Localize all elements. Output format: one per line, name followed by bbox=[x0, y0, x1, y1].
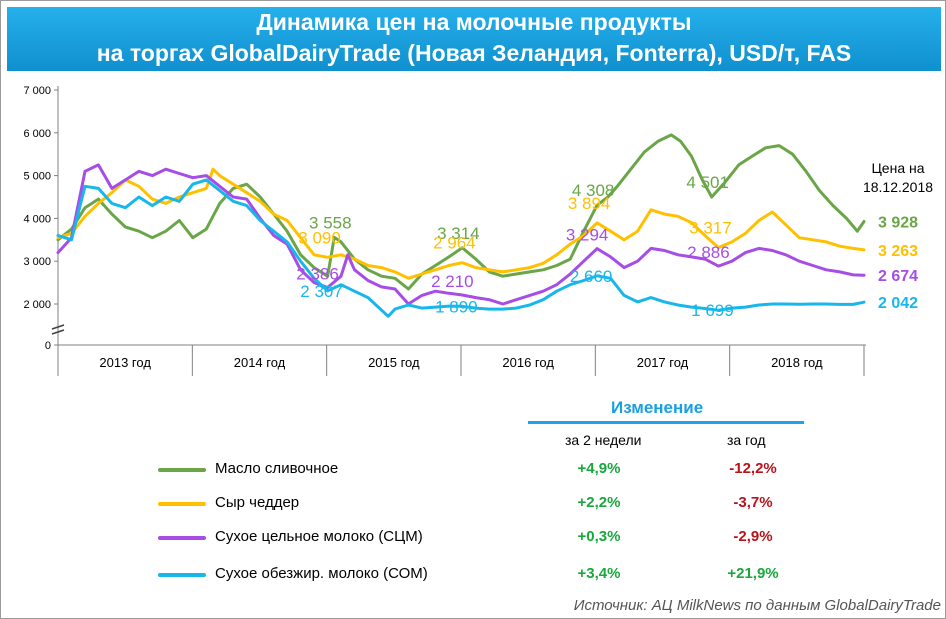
x-category-label: 2017 год bbox=[637, 355, 689, 370]
y-axis-break-mark bbox=[51, 324, 65, 330]
legend-label: Сыр чеддер bbox=[215, 494, 300, 511]
data-label: 3 928 bbox=[878, 214, 918, 231]
y-axis-break-mark bbox=[51, 329, 65, 335]
legend-swatch bbox=[158, 502, 206, 506]
data-label: 3 558 bbox=[309, 213, 352, 232]
legend-label: Сухое цельное молоко (СЦМ) bbox=[215, 528, 423, 545]
data-label: 3 314 bbox=[437, 224, 480, 243]
y-tick-label: 6 000 bbox=[23, 128, 51, 140]
source-note: Источник: АЦ MilkNews по данным GlobalDa… bbox=[573, 597, 941, 614]
legend-label: Масло сливочное bbox=[215, 460, 339, 477]
chart-title-line2: на торгах GlobalDairyTrade (Новая Зеланд… bbox=[96, 40, 852, 66]
data-label: 2 210 bbox=[431, 272, 474, 291]
change-year-value: +21,9% bbox=[727, 565, 779, 582]
change-year-value: -2,9% bbox=[733, 528, 773, 545]
price-date-note: Цена на bbox=[871, 160, 924, 176]
change-header-rule bbox=[528, 421, 804, 424]
data-label: 2 964 bbox=[433, 234, 476, 253]
x-category-label: 2016 год bbox=[502, 355, 554, 370]
change-year-value: -3,7% bbox=[733, 494, 773, 511]
data-label: 1 890 bbox=[435, 297, 478, 316]
legend-swatch bbox=[158, 468, 206, 472]
chart-title-line1: Динамика цен на молочные продукты bbox=[256, 9, 692, 35]
y-tick-label: 5 000 bbox=[23, 171, 51, 183]
price-date-note: 18.12.2018 bbox=[863, 179, 933, 195]
data-label: 3 894 bbox=[568, 194, 611, 213]
data-label: 2 660 bbox=[570, 267, 613, 286]
data-label: 3 294 bbox=[566, 226, 609, 245]
data-label: 2 307 bbox=[300, 282, 343, 301]
x-category-label: 2015 год bbox=[368, 355, 420, 370]
legend-swatch bbox=[158, 573, 206, 577]
data-label: 2 386 bbox=[296, 264, 339, 283]
y-tick-label: 2 000 bbox=[23, 299, 51, 311]
data-label: 2 674 bbox=[878, 268, 918, 285]
y-tick-label: 3 000 bbox=[23, 256, 51, 268]
data-label: 4 308 bbox=[572, 181, 615, 200]
y-tick-label: 4 000 bbox=[23, 213, 51, 225]
data-label: 4 501 bbox=[686, 173, 729, 192]
change-2weeks-value: +0,3% bbox=[577, 528, 621, 545]
series-line bbox=[56, 163, 866, 306]
change-year-value: -12,2% bbox=[729, 460, 777, 477]
series-line bbox=[56, 178, 866, 318]
series-line bbox=[56, 133, 866, 291]
change-2weeks-value: +3,4% bbox=[577, 565, 621, 582]
legend-swatch bbox=[158, 536, 206, 540]
change-header: Изменение bbox=[611, 398, 704, 417]
change-2weeks-value: +4,9% bbox=[577, 460, 621, 477]
data-label: 1 699 bbox=[691, 301, 734, 320]
y-tick-label: 7 000 bbox=[23, 85, 51, 97]
change-2weeks-value: +2,2% bbox=[577, 494, 621, 511]
x-category-label: 2013 год bbox=[99, 355, 151, 370]
legend-label: Сухое обезжир. молоко (СОМ) bbox=[215, 565, 428, 582]
x-category-label: 2014 год bbox=[234, 355, 286, 370]
data-label: 3 317 bbox=[689, 219, 732, 238]
col-2weeks-header: за 2 недели bbox=[565, 432, 642, 448]
y-tick-label: 0 bbox=[45, 340, 51, 352]
series-line bbox=[56, 167, 866, 280]
title-banner: Динамика цен на молочные продукты на тор… bbox=[7, 7, 941, 71]
x-category-label: 2018 год bbox=[771, 355, 823, 370]
data-label: 2 886 bbox=[687, 243, 730, 262]
data-label: 2 042 bbox=[878, 295, 918, 312]
data-label: 3 090 bbox=[298, 228, 341, 247]
data-label: 3 263 bbox=[878, 243, 918, 260]
col-year-header: за год bbox=[727, 432, 766, 448]
